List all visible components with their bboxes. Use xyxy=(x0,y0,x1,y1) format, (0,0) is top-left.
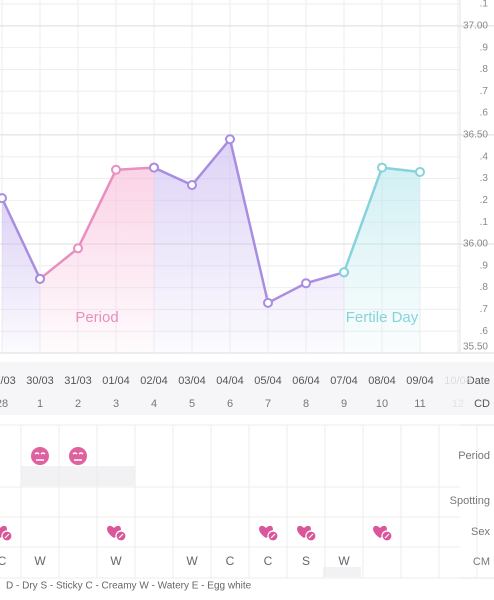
point xyxy=(187,180,197,191)
x-tick-label: 01/04 xyxy=(102,375,130,387)
y-tick-label: .6 xyxy=(480,326,489,337)
x-tick-label: 04/04 xyxy=(216,375,244,387)
point xyxy=(111,164,121,175)
period-icon xyxy=(31,447,49,465)
x-tick-label: 02/04 xyxy=(140,375,168,387)
sex-badge-slash xyxy=(270,533,276,539)
x-tick-label: 06/04 xyxy=(292,375,320,387)
cycle-day: 1 xyxy=(37,398,43,410)
series-label: Fertile Day xyxy=(346,309,419,326)
x-tick-label: 05/04 xyxy=(254,375,282,387)
cm-value: W xyxy=(110,554,122,568)
period-icon xyxy=(69,447,87,465)
cycle-day: 7 xyxy=(265,398,271,410)
point xyxy=(263,297,273,308)
y-tick-label: .7 xyxy=(480,86,489,97)
cm-value: W xyxy=(186,554,198,568)
cycle-day: 12 xyxy=(452,398,464,410)
point xyxy=(339,267,349,278)
y-tick-label: .6 xyxy=(480,108,489,119)
point xyxy=(377,162,387,173)
point xyxy=(0,193,7,204)
sex-badge-slash xyxy=(308,533,314,539)
sex-badge-slash xyxy=(4,533,10,539)
cd-label: CD xyxy=(474,398,490,410)
x-tick-label: 30/03 xyxy=(26,375,54,387)
y-tick-label: .2 xyxy=(480,195,489,206)
point xyxy=(225,134,235,145)
x-tick-label: 03/04 xyxy=(178,375,206,387)
y-tick-label: .7 xyxy=(480,304,489,315)
cm-value: C xyxy=(226,554,235,568)
cycle-day: 11 xyxy=(414,398,425,410)
area xyxy=(2,198,40,353)
date-label: Date xyxy=(467,375,490,387)
y-tick-label: 36.50 xyxy=(463,130,488,141)
period-shade xyxy=(21,466,135,486)
sex-badge-slash xyxy=(118,533,124,539)
y-tick-label: .8 xyxy=(480,64,489,75)
x-tick-label: 08/04 xyxy=(368,375,396,387)
area xyxy=(40,167,154,353)
sex-badge-slash xyxy=(384,533,390,539)
cm-value: C xyxy=(0,554,7,568)
cycle-day: 4 xyxy=(151,398,157,410)
line xyxy=(153,136,345,305)
period-face xyxy=(34,452,46,461)
y-tick-label: .1 xyxy=(480,217,489,228)
cycle-day: 28 xyxy=(0,398,8,410)
y-tick-label: .1 xyxy=(480,0,489,10)
cycle-day: 9 xyxy=(341,398,347,410)
cm-value: C xyxy=(264,554,273,568)
x-tick-label: 07/04 xyxy=(330,375,358,387)
x-tick-label: 09/04 xyxy=(406,375,434,387)
series-label: Period xyxy=(75,309,118,326)
point xyxy=(415,166,425,177)
cm-legend: D - Dry S - Sticky C - Creamy W - Watery… xyxy=(6,581,252,592)
point xyxy=(149,162,159,173)
row-label: Period xyxy=(458,450,490,462)
y-tick-label: 36.00 xyxy=(463,239,488,250)
cycle-day: 10 xyxy=(376,398,388,410)
area xyxy=(154,139,344,353)
y-tick-label: 37.00 xyxy=(463,20,488,31)
cycle-day: 6 xyxy=(227,398,233,410)
date-band xyxy=(0,362,494,415)
cm-shade xyxy=(323,567,361,577)
point xyxy=(35,273,45,284)
y-tick-label: .9 xyxy=(480,260,489,271)
y-tick-label: .3 xyxy=(480,173,489,184)
y-tick-label: .4 xyxy=(480,151,489,162)
cycle-day: 2 xyxy=(75,398,81,410)
x-tick-label: 29/03 xyxy=(0,375,16,387)
x-tick-label: 31/03 xyxy=(64,375,92,387)
y-tick-label: .9 xyxy=(480,42,489,53)
y-tick-label: 35.50 xyxy=(463,342,488,353)
y-tick-label: .8 xyxy=(480,282,489,293)
cm-value: S xyxy=(302,554,310,568)
x-tick-label: 10/04 xyxy=(444,375,472,387)
cm-value: W xyxy=(34,554,46,568)
point xyxy=(73,243,83,254)
cm-value: W xyxy=(338,554,350,568)
area xyxy=(344,167,420,353)
row-label: Spotting xyxy=(450,495,490,507)
line xyxy=(39,166,155,280)
point xyxy=(301,278,311,289)
period-face xyxy=(72,452,84,461)
line xyxy=(0,197,42,280)
cycle-day: 3 xyxy=(113,398,119,410)
row-label: Sex xyxy=(471,526,490,538)
row-label: CM xyxy=(473,556,490,568)
cycle-day: 5 xyxy=(189,398,195,410)
cycle-day: 8 xyxy=(303,398,309,410)
